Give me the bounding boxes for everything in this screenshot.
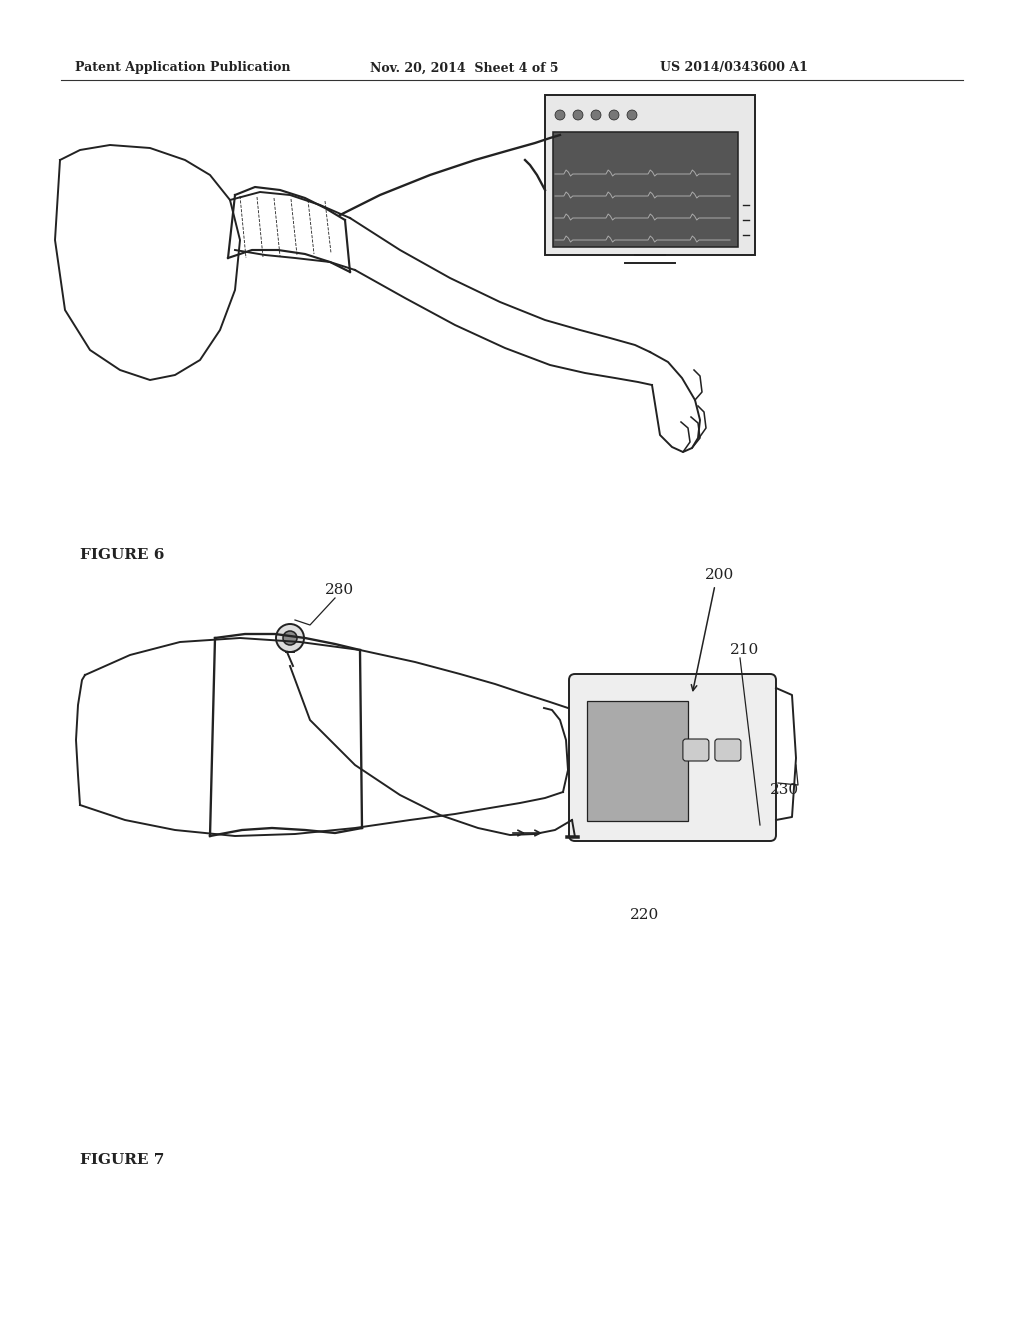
Bar xyxy=(545,95,755,255)
FancyBboxPatch shape xyxy=(569,675,776,841)
Text: FIGURE 6: FIGURE 6 xyxy=(80,548,165,562)
Circle shape xyxy=(591,110,601,120)
Circle shape xyxy=(555,110,565,120)
Circle shape xyxy=(627,110,637,120)
FancyBboxPatch shape xyxy=(715,739,741,762)
Bar xyxy=(553,132,738,247)
Bar xyxy=(587,701,688,821)
Circle shape xyxy=(573,110,583,120)
Text: 220: 220 xyxy=(630,908,659,921)
Text: 210: 210 xyxy=(730,643,759,657)
Text: Nov. 20, 2014  Sheet 4 of 5: Nov. 20, 2014 Sheet 4 of 5 xyxy=(370,62,558,74)
Text: US 2014/0343600 A1: US 2014/0343600 A1 xyxy=(660,62,808,74)
Circle shape xyxy=(609,110,618,120)
Text: Patent Application Publication: Patent Application Publication xyxy=(75,62,291,74)
Text: 200: 200 xyxy=(705,568,734,582)
Text: 230: 230 xyxy=(770,783,799,797)
FancyBboxPatch shape xyxy=(683,739,709,762)
Circle shape xyxy=(283,631,297,645)
Circle shape xyxy=(276,624,304,652)
Text: 280: 280 xyxy=(325,583,354,597)
Text: FIGURE 7: FIGURE 7 xyxy=(80,1152,165,1167)
